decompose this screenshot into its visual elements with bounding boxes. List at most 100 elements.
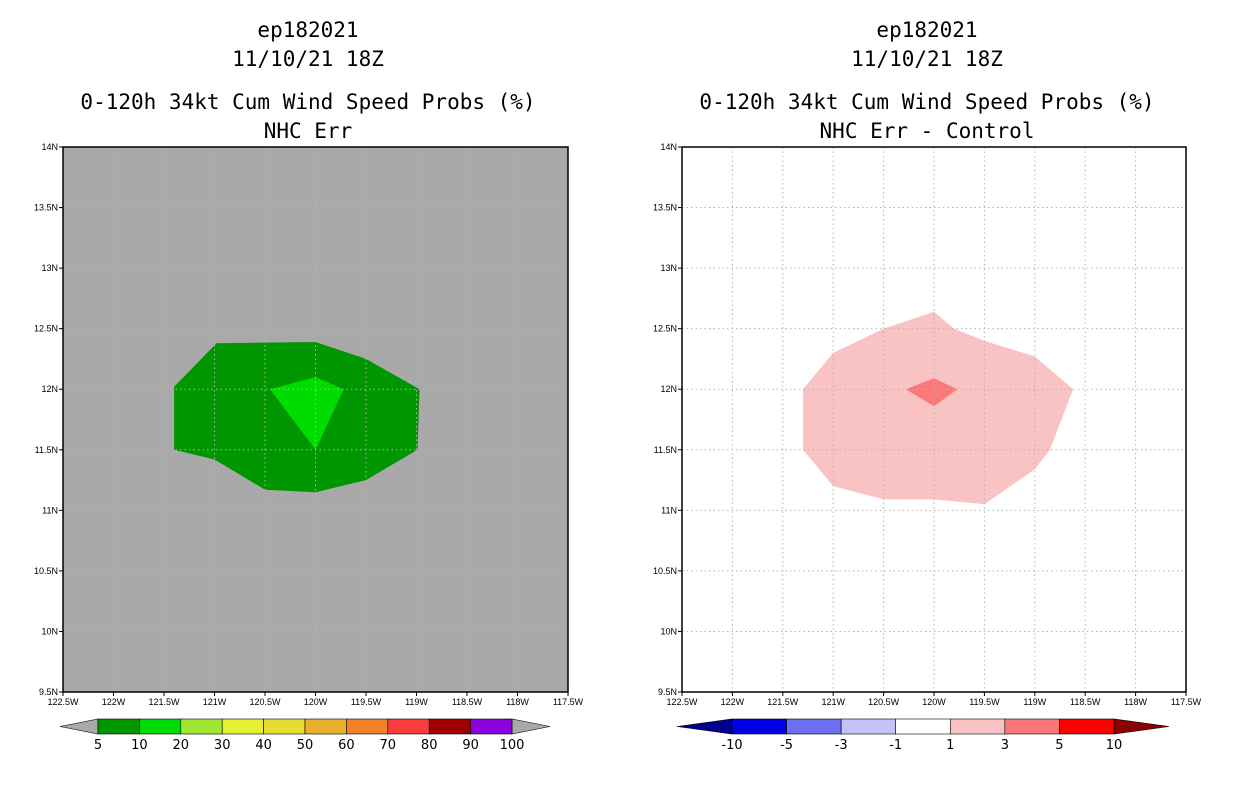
left-lon-tick-label: 121W bbox=[203, 697, 227, 707]
left-map-panel: 122.5W 122W 121.5W 121W 120.5W 120W 119.5W 119W… bbox=[34, 142, 584, 707]
left-colorbar: 5 10 20 30 40 50 60 70 80 90 100 bbox=[59, 718, 551, 753]
right-lon-tick-label: 117.5W bbox=[1171, 697, 1202, 707]
right-lon-tick-label: 120.5W bbox=[868, 697, 900, 707]
right-lat-tick-label: 11N bbox=[661, 505, 677, 515]
right-lat-tick-label: 9.5N bbox=[658, 687, 677, 697]
left-colorbar-swatch bbox=[428, 718, 471, 735]
left-colorbar-label: 10 bbox=[131, 738, 148, 753]
right-colorbar-swatch bbox=[895, 718, 951, 735]
left-colorbar-swatch bbox=[263, 718, 306, 735]
left-lon-tick-label: 120W bbox=[304, 697, 328, 707]
right-colorbar-label: -1 bbox=[889, 738, 902, 753]
left-title-date: 11/10/21 18Z bbox=[232, 47, 384, 71]
left-lat-tick-label: 11N bbox=[42, 505, 58, 515]
left-colorbar-label: 90 bbox=[462, 738, 479, 753]
right-colorbar: -10 -5 -3 -1 1 3 5 10 bbox=[676, 718, 1170, 753]
left-colorbar-high-arrow bbox=[511, 718, 551, 735]
left-title-subtitle: NHC Err bbox=[264, 119, 353, 143]
right-title-date: 11/10/21 18Z bbox=[851, 47, 1003, 71]
left-lat-tick-label: 13N bbox=[41, 263, 58, 273]
right-lat-tick-label: 14N bbox=[660, 142, 677, 152]
left-colorbar-swatch bbox=[180, 718, 223, 735]
right-lat-tick-label: 11.5N bbox=[654, 445, 677, 455]
left-colorbar-label: 5 bbox=[94, 738, 102, 753]
right-colorbar-swatch bbox=[731, 718, 787, 735]
left-colorbar-label: 80 bbox=[421, 738, 438, 753]
right-lat-tick-label: 12.5N bbox=[653, 324, 677, 334]
left-lat-tick-label: 10N bbox=[41, 626, 58, 636]
left-colorbar-label: 30 bbox=[214, 738, 231, 753]
right-lat-tick-label: 12N bbox=[660, 384, 677, 394]
left-colorbar-label: 60 bbox=[338, 738, 355, 753]
right-contour-3-5 bbox=[905, 378, 958, 407]
right-colorbar-label: 1 bbox=[946, 738, 954, 753]
right-colorbar-swatch bbox=[786, 718, 842, 735]
left-lat-tick-label: 12.5N bbox=[34, 324, 58, 334]
left-colorbar-label: 40 bbox=[255, 738, 272, 753]
left-colorbar-swatch bbox=[304, 718, 347, 735]
right-colorbar-label: -5 bbox=[780, 738, 793, 753]
right-lat-tick-label: 13N bbox=[660, 263, 677, 273]
left-colorbar-swatch bbox=[221, 718, 264, 735]
right-lon-tick-label: 122W bbox=[721, 697, 745, 707]
left-lon-tick-label: 118.5W bbox=[452, 697, 483, 707]
right-panel-titles: ep182021 11/10/21 18Z 0-120h 34kt Cum Wi… bbox=[699, 18, 1154, 143]
left-colorbar-label: 100 bbox=[500, 738, 525, 753]
left-lat-tick-label: 13.5N bbox=[34, 203, 58, 213]
left-lon-tick-label: 118W bbox=[506, 697, 529, 707]
left-lon-tick-label: 117.5W bbox=[553, 697, 584, 707]
left-lon-tick-label: 119W bbox=[405, 697, 428, 707]
right-colorbar-label: 5 bbox=[1055, 738, 1063, 753]
left-lon-tick-label: 121.5W bbox=[148, 697, 180, 707]
right-colorbar-swatch bbox=[840, 718, 897, 735]
left-colorbar-swatch bbox=[470, 718, 513, 735]
right-lon-tick-label: 119W bbox=[1023, 697, 1046, 707]
right-title-product: 0-120h 34kt Cum Wind Speed Probs (%) bbox=[699, 90, 1154, 114]
right-colorbar-label: 10 bbox=[1106, 738, 1123, 753]
right-title-storm: ep182021 bbox=[876, 18, 977, 42]
right-lon-tick-label: 118W bbox=[1124, 697, 1147, 707]
left-colorbar-swatch bbox=[346, 718, 389, 735]
left-lat-tick-label: 14N bbox=[41, 142, 58, 152]
left-lat-tick-label: 10.5N bbox=[34, 566, 58, 576]
right-lon-tick-label: 121.5W bbox=[767, 697, 799, 707]
right-colorbar-low-arrow bbox=[676, 718, 733, 735]
right-lat-tick-label: 10N bbox=[660, 626, 677, 636]
left-colorbar-swatch bbox=[139, 718, 182, 735]
left-colorbar-label: 70 bbox=[380, 738, 397, 753]
right-lon-tick-label: 118.5W bbox=[1070, 697, 1101, 707]
right-lon-tick-label: 121W bbox=[821, 697, 845, 707]
right-lon-tick-label: 120W bbox=[922, 697, 946, 707]
right-colorbar-swatch bbox=[1004, 718, 1060, 735]
left-title-product: 0-120h 34kt Cum Wind Speed Probs (%) bbox=[80, 90, 535, 114]
left-lat-tick-label: 11.5N bbox=[35, 445, 58, 455]
right-colorbar-label: -3 bbox=[835, 738, 848, 753]
left-panel-titles: ep182021 11/10/21 18Z 0-120h 34kt Cum Wi… bbox=[80, 18, 535, 143]
left-lat-tick-label: 12N bbox=[41, 384, 58, 394]
right-contour-1-3 bbox=[803, 311, 1074, 505]
left-colorbar-swatch bbox=[97, 718, 140, 735]
right-lon-tick-label: 122.5W bbox=[666, 697, 698, 707]
right-lon-tick-label: 119.5W bbox=[969, 697, 1000, 707]
right-lat-tick-label: 10.5N bbox=[653, 566, 677, 576]
left-title-storm: ep182021 bbox=[257, 18, 358, 42]
left-colorbar-swatch bbox=[387, 718, 430, 735]
right-title-subtitle: NHC Err - Control bbox=[820, 119, 1035, 143]
right-colorbar-high-arrow bbox=[1113, 718, 1170, 735]
left-lat-tick-label: 9.5N bbox=[39, 687, 58, 697]
left-colorbar-label: 20 bbox=[173, 738, 190, 753]
right-colorbar-label: 3 bbox=[1001, 738, 1009, 753]
left-colorbar-label: 50 bbox=[297, 738, 314, 753]
left-lon-tick-label: 122.5W bbox=[47, 697, 79, 707]
left-lon-tick-label: 122W bbox=[102, 697, 126, 707]
right-map-panel: 122.5W 122W 121.5W 121W 120.5W 120W 119.5W 119W… bbox=[653, 142, 1202, 707]
right-colorbar-label: -10 bbox=[721, 738, 742, 753]
right-colorbar-swatch bbox=[949, 718, 1006, 735]
left-lon-tick-label: 120.5W bbox=[249, 697, 281, 707]
left-contour-10-20 bbox=[270, 377, 344, 450]
right-lat-tick-label: 13.5N bbox=[653, 203, 677, 213]
left-lon-tick-label: 119.5W bbox=[351, 697, 382, 707]
left-colorbar-low-arrow bbox=[59, 718, 99, 735]
right-colorbar-swatch bbox=[1059, 718, 1115, 735]
